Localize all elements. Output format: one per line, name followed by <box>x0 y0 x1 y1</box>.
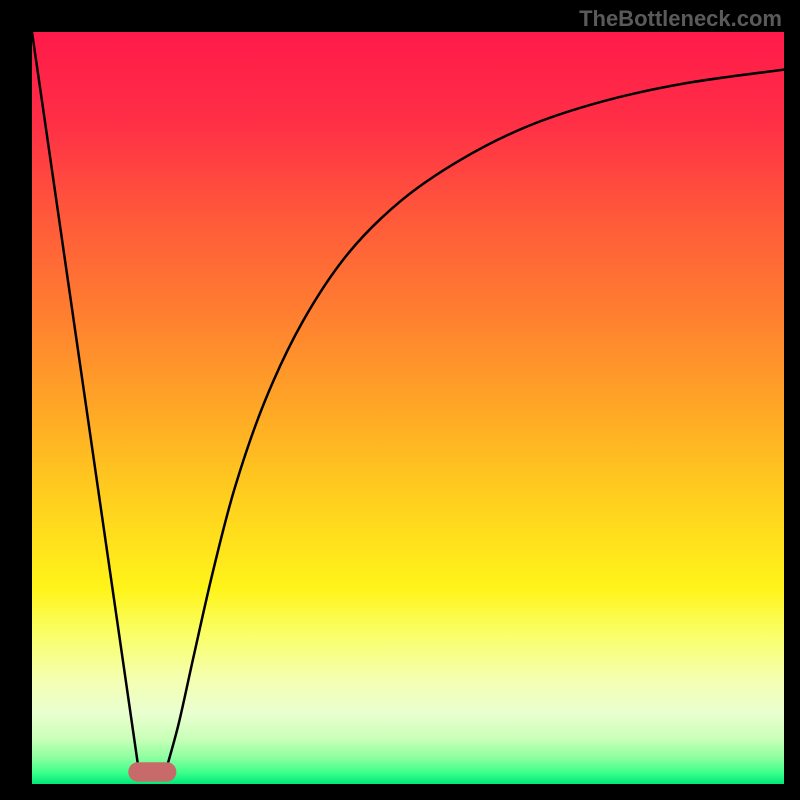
curve-left <box>32 32 139 770</box>
bottom-marker <box>128 762 176 782</box>
curve-right <box>166 70 784 771</box>
chart-svg <box>32 32 784 784</box>
plot-area <box>32 32 784 784</box>
chart-container: TheBottleneck.com <box>0 0 800 800</box>
watermark-text: TheBottleneck.com <box>579 6 782 32</box>
